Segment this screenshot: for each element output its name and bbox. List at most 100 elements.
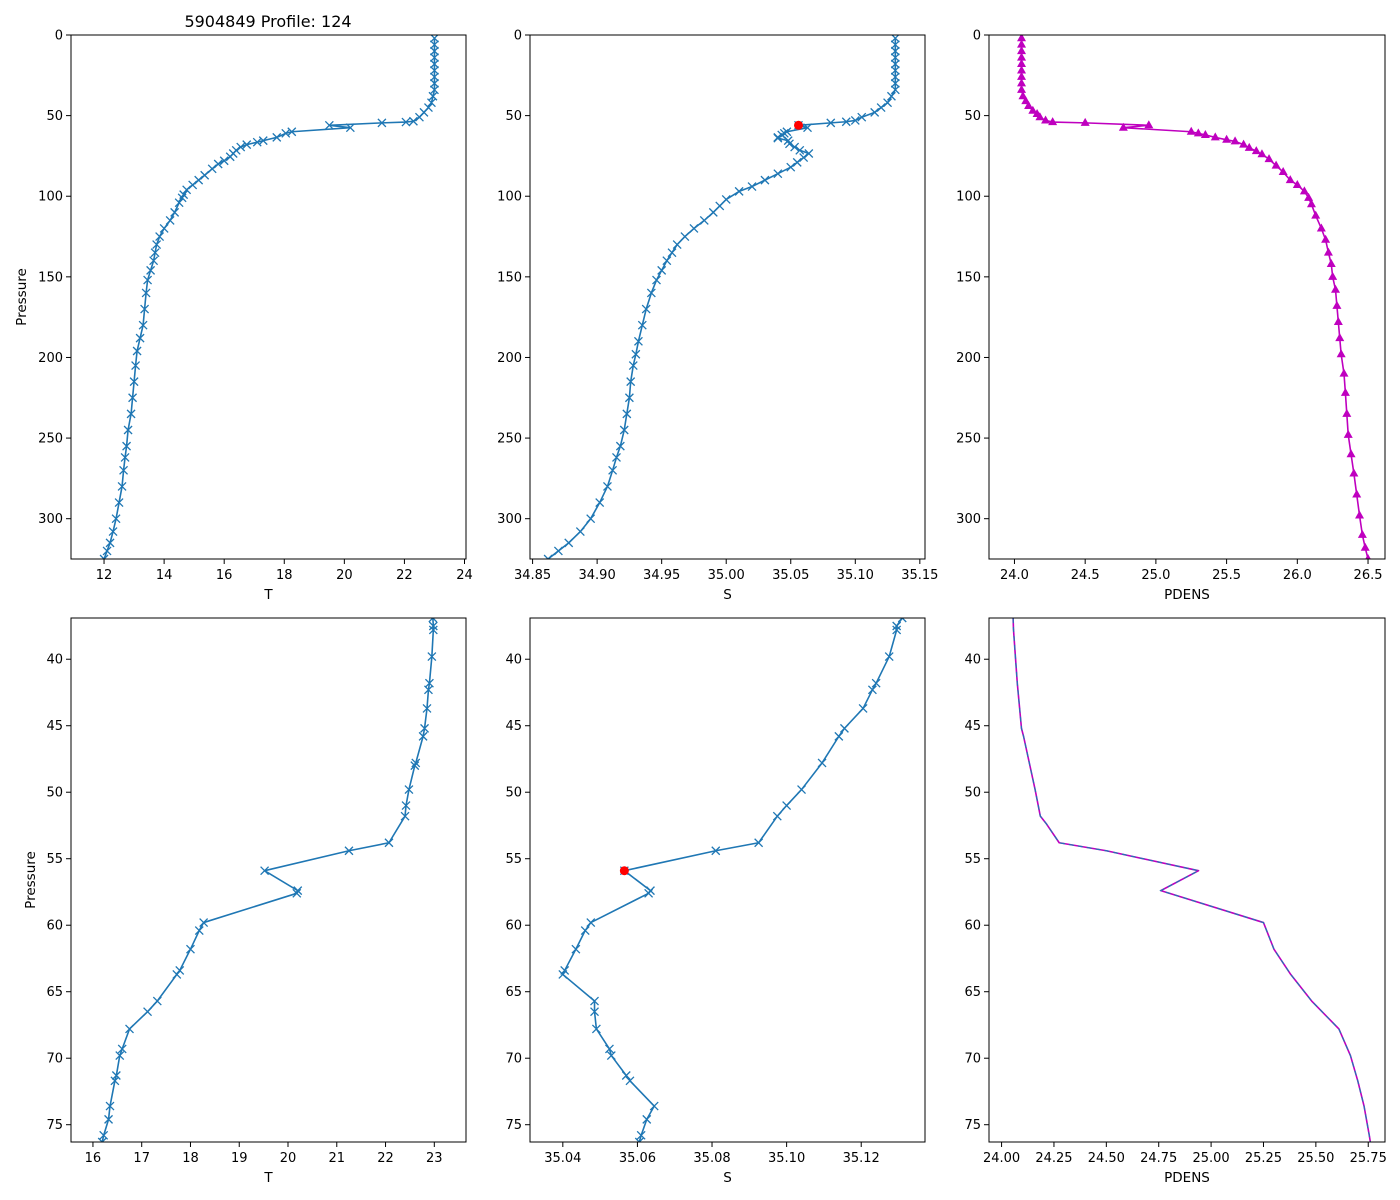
top-density-y-tick-label: 150: [956, 270, 981, 285]
top-salinity-x-marker: [699, 215, 709, 225]
bottom-density-y-tick-label: 75: [964, 1118, 981, 1133]
top-salinity-x-marker: [624, 393, 634, 403]
bottom-temperature-x-tick-label: 22: [377, 1151, 394, 1166]
top-temperature-x-tick-label: 22: [396, 568, 413, 583]
top-temperature-x-marker: [149, 256, 159, 266]
top-salinity-x-marker: [595, 498, 605, 508]
bottom-density-x-tick-label: 24.50: [1088, 1151, 1125, 1166]
bottom-salinity-axes-frame: [529, 617, 926, 1143]
top-density-x-tick-label: 25.0: [1141, 568, 1170, 583]
top-temperature-x-tick-label: 16: [216, 568, 233, 583]
top-salinity-x-marker: [795, 145, 805, 155]
bottom-temperature-x-marker: [400, 811, 410, 821]
top-temperature-x-marker: [126, 409, 136, 419]
bottom-temperature-x-marker: [423, 685, 433, 695]
top-salinity-x-marker: [804, 149, 814, 158]
bottom-temperature-x-tick-label: 23: [426, 1151, 443, 1166]
top-temperature-x-marker: [141, 288, 151, 298]
bottom-temperature-x-tick-label: 21: [328, 1151, 345, 1166]
bottom-temperature-x-marker: [427, 652, 437, 662]
top-density-series-line: [1020, 38, 1369, 559]
top-density-plot-area: [1017, 35, 1371, 559]
top-temperature-x-marker: [414, 112, 424, 122]
top-density-y-tick-label: 300: [956, 512, 981, 527]
subplot-bottom-salinity: 35.04 35.06 35.08 35.10 35.12 40 45 50 55 60 65 70 7…: [505, 617, 926, 1186]
top-density-triangle-marker: [1339, 368, 1349, 377]
bottom-salinity-x-marker: [580, 926, 590, 935]
top-salinity-x-marker: [646, 288, 656, 298]
bottom-density-y-tick-label: 45: [964, 719, 981, 734]
top-temperature-x-tick-label: 14: [156, 568, 173, 583]
top-salinity-x-tick-label: 34.90: [579, 568, 616, 583]
top-salinity-x-marker: [890, 59, 900, 69]
bottom-density-x-tick-label: 25.75: [1350, 1151, 1387, 1166]
bottom-temperature-x-marker: [115, 1051, 125, 1061]
top-salinity-x-marker: [652, 275, 661, 285]
bottom-salinity-x-marker: [817, 758, 827, 768]
top-temperature-x-marker: [430, 66, 439, 75]
top-temperature-y-tick-label: 50: [46, 109, 63, 124]
top-temperature-x-marker: [207, 164, 217, 174]
bottom-temperature-y-tick-label: 75: [46, 1118, 63, 1133]
top-temperature-plot-area: [99, 35, 439, 559]
top-salinity-y-tick-label: 100: [497, 190, 522, 205]
top-density-triangle-marker: [1340, 387, 1350, 396]
bottom-salinity-x-marker: [839, 723, 849, 733]
bottom-temperature-x-marker: [194, 926, 204, 935]
bottom-density-y-tick-label: 60: [964, 919, 981, 934]
top-density-triangle-marker: [1035, 112, 1045, 121]
top-salinity-x-marker: [734, 186, 744, 196]
bottom-salinity-series-line: [562, 618, 903, 1142]
top-salinity-x-marker: [575, 527, 585, 537]
top-density-triangle-marker: [1336, 349, 1346, 358]
bottom-salinity-x-marker: [892, 621, 902, 631]
top-density-triangle-marker: [1080, 117, 1090, 126]
bottom-salinity-x-marker: [571, 944, 581, 954]
top-salinity-y-tick-label: 200: [497, 351, 522, 366]
top-density-axes-frame: [988, 34, 1386, 560]
top-salinity-x-marker: [619, 425, 629, 435]
top-temperature-x-marker: [120, 452, 130, 462]
top-salinity-series-line: [547, 38, 897, 559]
bottom-salinity-y-tick-label: 40: [505, 653, 522, 668]
top-density-triangle-marker: [1355, 510, 1365, 519]
bottom-salinity-x-marker: [772, 811, 782, 821]
top-salinity-x-marker: [826, 118, 836, 128]
bottom-temperature-x-marker: [410, 761, 420, 771]
top-salinity-x-tick-label: 34.85: [514, 568, 551, 583]
bottom-density-x-tick-label: 25.50: [1297, 1151, 1334, 1166]
top-temperature-y-tick-label: 300: [38, 512, 63, 527]
bottom-temperature-x-marker: [260, 866, 270, 876]
bottom-density-y-tick-label: 65: [964, 985, 981, 1000]
top-density-y-tick-label: 250: [956, 432, 981, 447]
top-temperature-x-marker: [177, 193, 187, 203]
top-density-triangle-marker: [1304, 192, 1314, 201]
top-temperature-x-marker: [430, 78, 439, 88]
top-density-triangle-marker: [1333, 316, 1343, 325]
top-temperature-x-marker: [102, 546, 112, 556]
top-density-y-tick-label: 100: [956, 190, 981, 205]
bottom-temperature-y-tick-label: 40: [46, 653, 63, 668]
top-temperature-x-marker: [114, 498, 124, 508]
top-salinity-x-marker: [890, 66, 900, 75]
bottom-density-axes-frame: [988, 617, 1386, 1143]
top-density-triangle-marker: [1343, 429, 1353, 438]
bottom-density-plot-area: [1012, 618, 1372, 1142]
top-temperature-x-tick-label: 24: [456, 568, 473, 583]
bottom-density-y-tick-label: 40: [964, 653, 981, 668]
bottom-temperature-x-marker: [422, 703, 432, 713]
bottom-density-series-dashed-line: [1012, 618, 1371, 1142]
top-salinity-x-marker: [667, 248, 677, 258]
top-temperature-x-marker: [170, 207, 180, 217]
top-density-x-tick-label: 25.5: [1212, 568, 1241, 583]
top-density-triangle-marker: [1017, 46, 1027, 55]
top-salinity-x-axis-label: S: [723, 587, 732, 603]
bottom-salinity-x-marker: [621, 1071, 631, 1080]
bottom-temperature-x-marker: [125, 1024, 134, 1034]
bottom-temperature-series-line: [101, 618, 435, 1142]
top-salinity-x-marker: [747, 182, 757, 192]
top-salinity-x-marker: [890, 40, 900, 50]
bottom-salinity-x-marker: [834, 731, 844, 741]
bottom-salinity-x-marker: [858, 703, 868, 713]
bottom-temperature-x-marker: [175, 965, 185, 975]
